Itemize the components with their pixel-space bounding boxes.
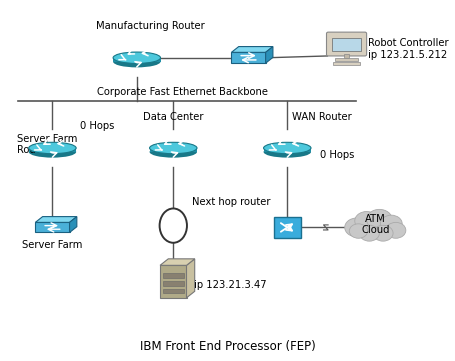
Bar: [343, 54, 349, 58]
Text: Next hop router: Next hop router: [191, 197, 269, 207]
Text: 0 Hops: 0 Hops: [80, 121, 114, 131]
FancyBboxPatch shape: [326, 32, 366, 56]
Circle shape: [354, 212, 378, 230]
Circle shape: [359, 225, 379, 241]
Text: WAN Router: WAN Router: [291, 112, 351, 122]
Circle shape: [349, 224, 367, 238]
Circle shape: [385, 222, 405, 238]
Circle shape: [379, 215, 401, 232]
Ellipse shape: [263, 146, 310, 158]
Text: Server Farm
Router: Server Farm Router: [17, 134, 77, 155]
Circle shape: [344, 218, 368, 237]
Bar: [160, 265, 186, 298]
Polygon shape: [35, 222, 69, 232]
Text: ATM
Cloud: ATM Cloud: [361, 214, 389, 235]
Text: Corporate Fast Ethernet Backbone: Corporate Fast Ethernet Backbone: [96, 87, 268, 97]
Polygon shape: [231, 52, 265, 63]
Text: Data Center: Data Center: [143, 112, 203, 122]
Bar: [334, 58, 357, 61]
Circle shape: [366, 209, 391, 230]
Ellipse shape: [29, 146, 76, 158]
FancyBboxPatch shape: [273, 217, 300, 238]
Polygon shape: [186, 259, 194, 298]
Ellipse shape: [149, 146, 197, 158]
Text: Server Farm: Server Farm: [22, 240, 82, 250]
Ellipse shape: [29, 142, 76, 154]
Polygon shape: [265, 47, 272, 63]
Polygon shape: [231, 47, 272, 52]
Bar: [332, 62, 359, 65]
Ellipse shape: [149, 142, 197, 154]
Bar: [263, 148, 310, 152]
Text: 0 Hops: 0 Hops: [319, 150, 354, 160]
Bar: [113, 58, 160, 62]
Ellipse shape: [263, 142, 310, 154]
Text: ip 123.21.3.47: ip 123.21.3.47: [194, 280, 266, 290]
Bar: [162, 289, 183, 293]
Bar: [162, 273, 183, 278]
Polygon shape: [69, 217, 76, 232]
Ellipse shape: [113, 56, 160, 68]
Polygon shape: [160, 259, 194, 265]
Bar: [331, 38, 360, 51]
Bar: [149, 148, 197, 152]
Circle shape: [372, 225, 392, 241]
Text: Robot Controller
ip 123.21.5.212: Robot Controller ip 123.21.5.212: [367, 38, 447, 60]
Text: Manufacturing Router: Manufacturing Router: [96, 21, 204, 31]
Text: IBM Front End Processor (FEP): IBM Front End Processor (FEP): [140, 340, 315, 353]
Bar: [162, 281, 183, 286]
Polygon shape: [35, 217, 76, 222]
Ellipse shape: [113, 52, 160, 64]
Ellipse shape: [159, 208, 187, 243]
Bar: [29, 148, 76, 152]
